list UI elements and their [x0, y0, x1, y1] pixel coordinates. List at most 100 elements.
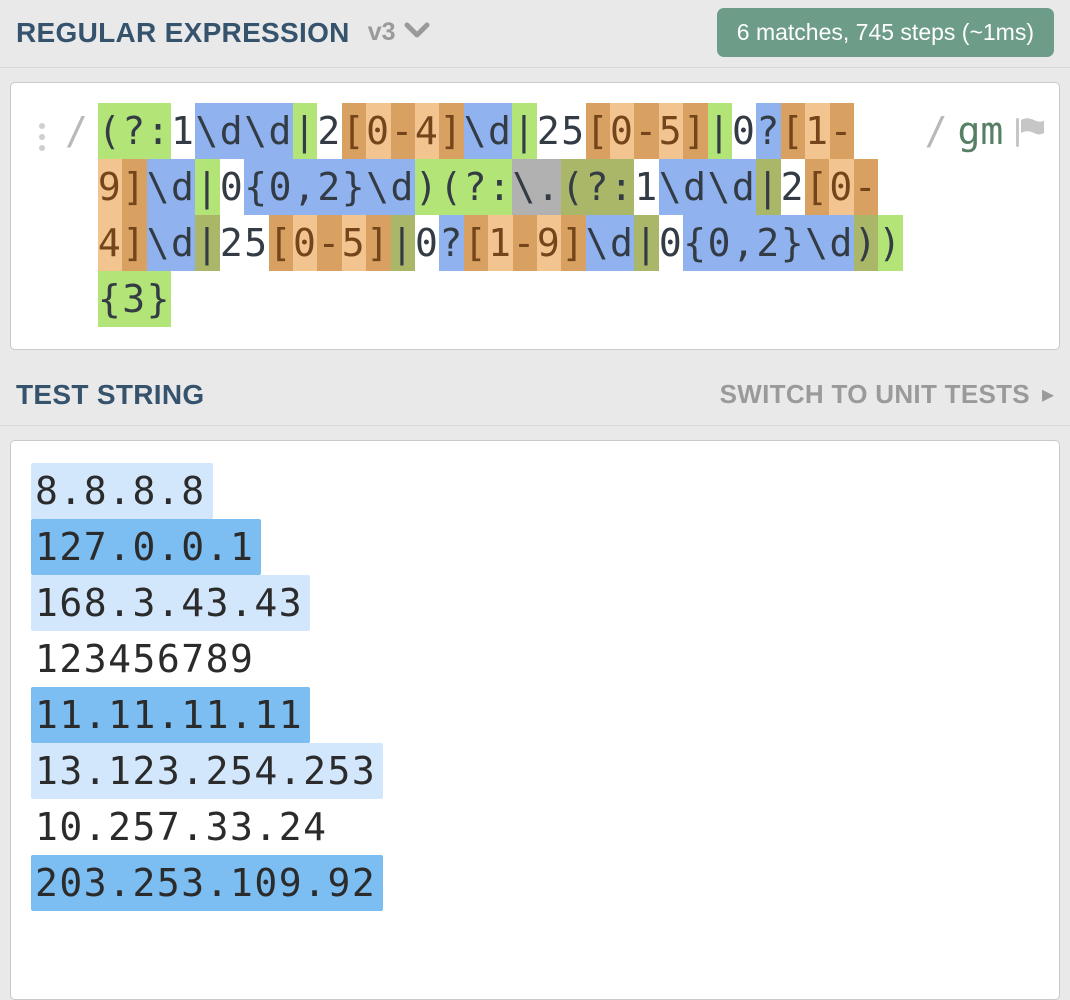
- regex-token: ): [878, 215, 903, 271]
- test-text: 10.257.33.24: [35, 805, 328, 849]
- switch-to-unit-tests-button[interactable]: SWITCH TO UNIT TESTS ▸: [720, 379, 1054, 410]
- regex-token: 1: [488, 215, 513, 271]
- regex-token: -: [634, 103, 659, 159]
- flags-button[interactable]: / gm: [915, 103, 1048, 159]
- regex-token: {3}: [97, 271, 172, 327]
- match-highlight: 127.0.0.1: [31, 519, 262, 575]
- match-highlight: 8.8.8.8: [31, 463, 213, 519]
- regex-token: |: [390, 215, 415, 271]
- regex-token: ]: [561, 215, 586, 271]
- regex-editor[interactable]: / (?:1\d\d|2[0-4]\d|25[0-5]|0?[1- 9]\d|0{…: [10, 82, 1060, 350]
- test-line: 123456789: [35, 631, 1035, 687]
- regex-token: 4: [414, 103, 440, 159]
- regex-token: 0: [219, 165, 245, 209]
- regex-token: \d: [366, 159, 415, 215]
- regex-token: 1: [171, 109, 196, 153]
- regex-token: ): [414, 159, 440, 215]
- regex-token: -: [853, 159, 879, 215]
- regex-token: |: [512, 103, 537, 159]
- drag-handle-icon[interactable]: [39, 123, 45, 151]
- regex-token: 9: [97, 159, 123, 215]
- test-line: 10.257.33.24: [35, 799, 1035, 855]
- regex-token: ]: [122, 159, 147, 215]
- regex-token: 0: [658, 221, 684, 265]
- test-string-editor[interactable]: 8.8.8.8 127.0.0.1 168.3.43.43 123456789 11.1…: [10, 440, 1060, 1000]
- regex-token: [: [463, 215, 489, 271]
- regex-token: \d: [463, 103, 513, 159]
- match-highlight: 203.253.109.92: [31, 855, 384, 911]
- regex-line: 4]\d|25[0-5]|0?[1-9]\d|0{0,2}\d)): [97, 215, 903, 271]
- regex-content[interactable]: (?:1\d\d|2[0-4]\d|25[0-5]|0?[1- 9]\d|0{0,…: [97, 103, 903, 327]
- regex-token: 0: [731, 109, 757, 153]
- test-line: 203.253.109.92: [31, 855, 1035, 911]
- regex-token: ]: [366, 215, 391, 271]
- regex-token: \d\d: [658, 159, 757, 215]
- test-line: 11.11.11.11: [31, 687, 1035, 743]
- regex-token: 9: [536, 215, 562, 271]
- regex-token: \d: [805, 215, 854, 271]
- regex-token: \d: [146, 159, 196, 215]
- regex-token: |: [707, 103, 732, 159]
- match-results-badge[interactable]: 6 matches, 745 steps (~1ms): [716, 8, 1054, 57]
- test-section-header: TEST STRING SWITCH TO UNIT TESTS ▸: [0, 366, 1070, 426]
- switch-label: SWITCH TO UNIT TESTS: [719, 379, 1030, 409]
- regex-token: [: [585, 103, 610, 159]
- regex-token: (?:: [97, 103, 172, 159]
- arrow-right-icon: ▸: [1041, 381, 1054, 408]
- match-highlight: 13.123.254.253: [31, 743, 384, 799]
- regex-line: (?:1\d\d|2[0-4]\d|25[0-5]|0?[1-: [97, 103, 903, 159]
- regex-token: {0,2}: [683, 215, 806, 271]
- regex-token: 1: [634, 165, 659, 209]
- regex-token: |: [195, 159, 220, 215]
- regex-token: (?:: [439, 159, 513, 215]
- regex-token: 1: [805, 103, 830, 159]
- regex-token: |: [195, 215, 220, 271]
- test-line: 168.3.43.43: [31, 575, 1035, 631]
- regex-token: ]: [439, 103, 464, 159]
- regex-token: 0: [366, 103, 391, 159]
- regex-token: [: [805, 159, 830, 215]
- test-content: 8.8.8.8 127.0.0.1 168.3.43.43 123456789 11.1…: [31, 463, 1035, 911]
- regex-line: 9]\d|0{0,2}\d)(?:\.(?:1\d\d|2[0-: [97, 159, 903, 215]
- regex-token: 0: [292, 215, 318, 271]
- regex-token: 25: [536, 109, 586, 153]
- regex-token: 25: [219, 221, 269, 265]
- regex-close-delimiter: /: [924, 109, 948, 153]
- regex-token: 0: [414, 221, 440, 265]
- regex-token: \.: [512, 159, 562, 215]
- regex-token: -: [829, 103, 854, 159]
- regex-token: \d\d: [195, 103, 293, 159]
- version-selector[interactable]: v3: [368, 18, 430, 47]
- chevron-down-icon: [404, 21, 430, 44]
- test-line: 8.8.8.8: [31, 463, 1035, 519]
- regex-token: ?: [756, 103, 781, 159]
- regex-token: {0,2}: [244, 159, 367, 215]
- version-label: v3: [367, 18, 396, 46]
- regex-section-title: REGULAR EXPRESSION: [16, 16, 350, 48]
- regex-token: (?:: [561, 159, 635, 215]
- regex-token: 5: [658, 103, 684, 159]
- regex-token: -: [390, 103, 415, 159]
- match-highlight: 11.11.11.11: [31, 687, 311, 743]
- test-line: 13.123.254.253: [31, 743, 1035, 799]
- regex-open-delimiter: /: [65, 109, 88, 153]
- regex-token: 2: [780, 165, 805, 209]
- regex-token: 0: [829, 159, 854, 215]
- regex-token: [: [268, 215, 293, 271]
- test-line: 127.0.0.1: [31, 519, 1035, 575]
- regex-token: |: [756, 159, 781, 215]
- regex-token: |: [634, 215, 659, 271]
- match-highlight: 168.3.43.43: [31, 575, 311, 631]
- regex-line: {3}: [97, 271, 903, 327]
- test-section-title: TEST STRING: [16, 378, 205, 410]
- regex-token: [: [780, 103, 806, 159]
- regex-token: ): [853, 215, 879, 271]
- regex-token: -: [317, 215, 342, 271]
- test-text: 123456789: [35, 637, 255, 681]
- regex-token: ]: [683, 103, 708, 159]
- flag-icon: [1011, 115, 1047, 154]
- regex-token: [: [341, 103, 367, 159]
- regex-token: 0: [609, 103, 635, 159]
- regex-token: 2: [317, 109, 342, 153]
- regex-token: |: [292, 103, 318, 159]
